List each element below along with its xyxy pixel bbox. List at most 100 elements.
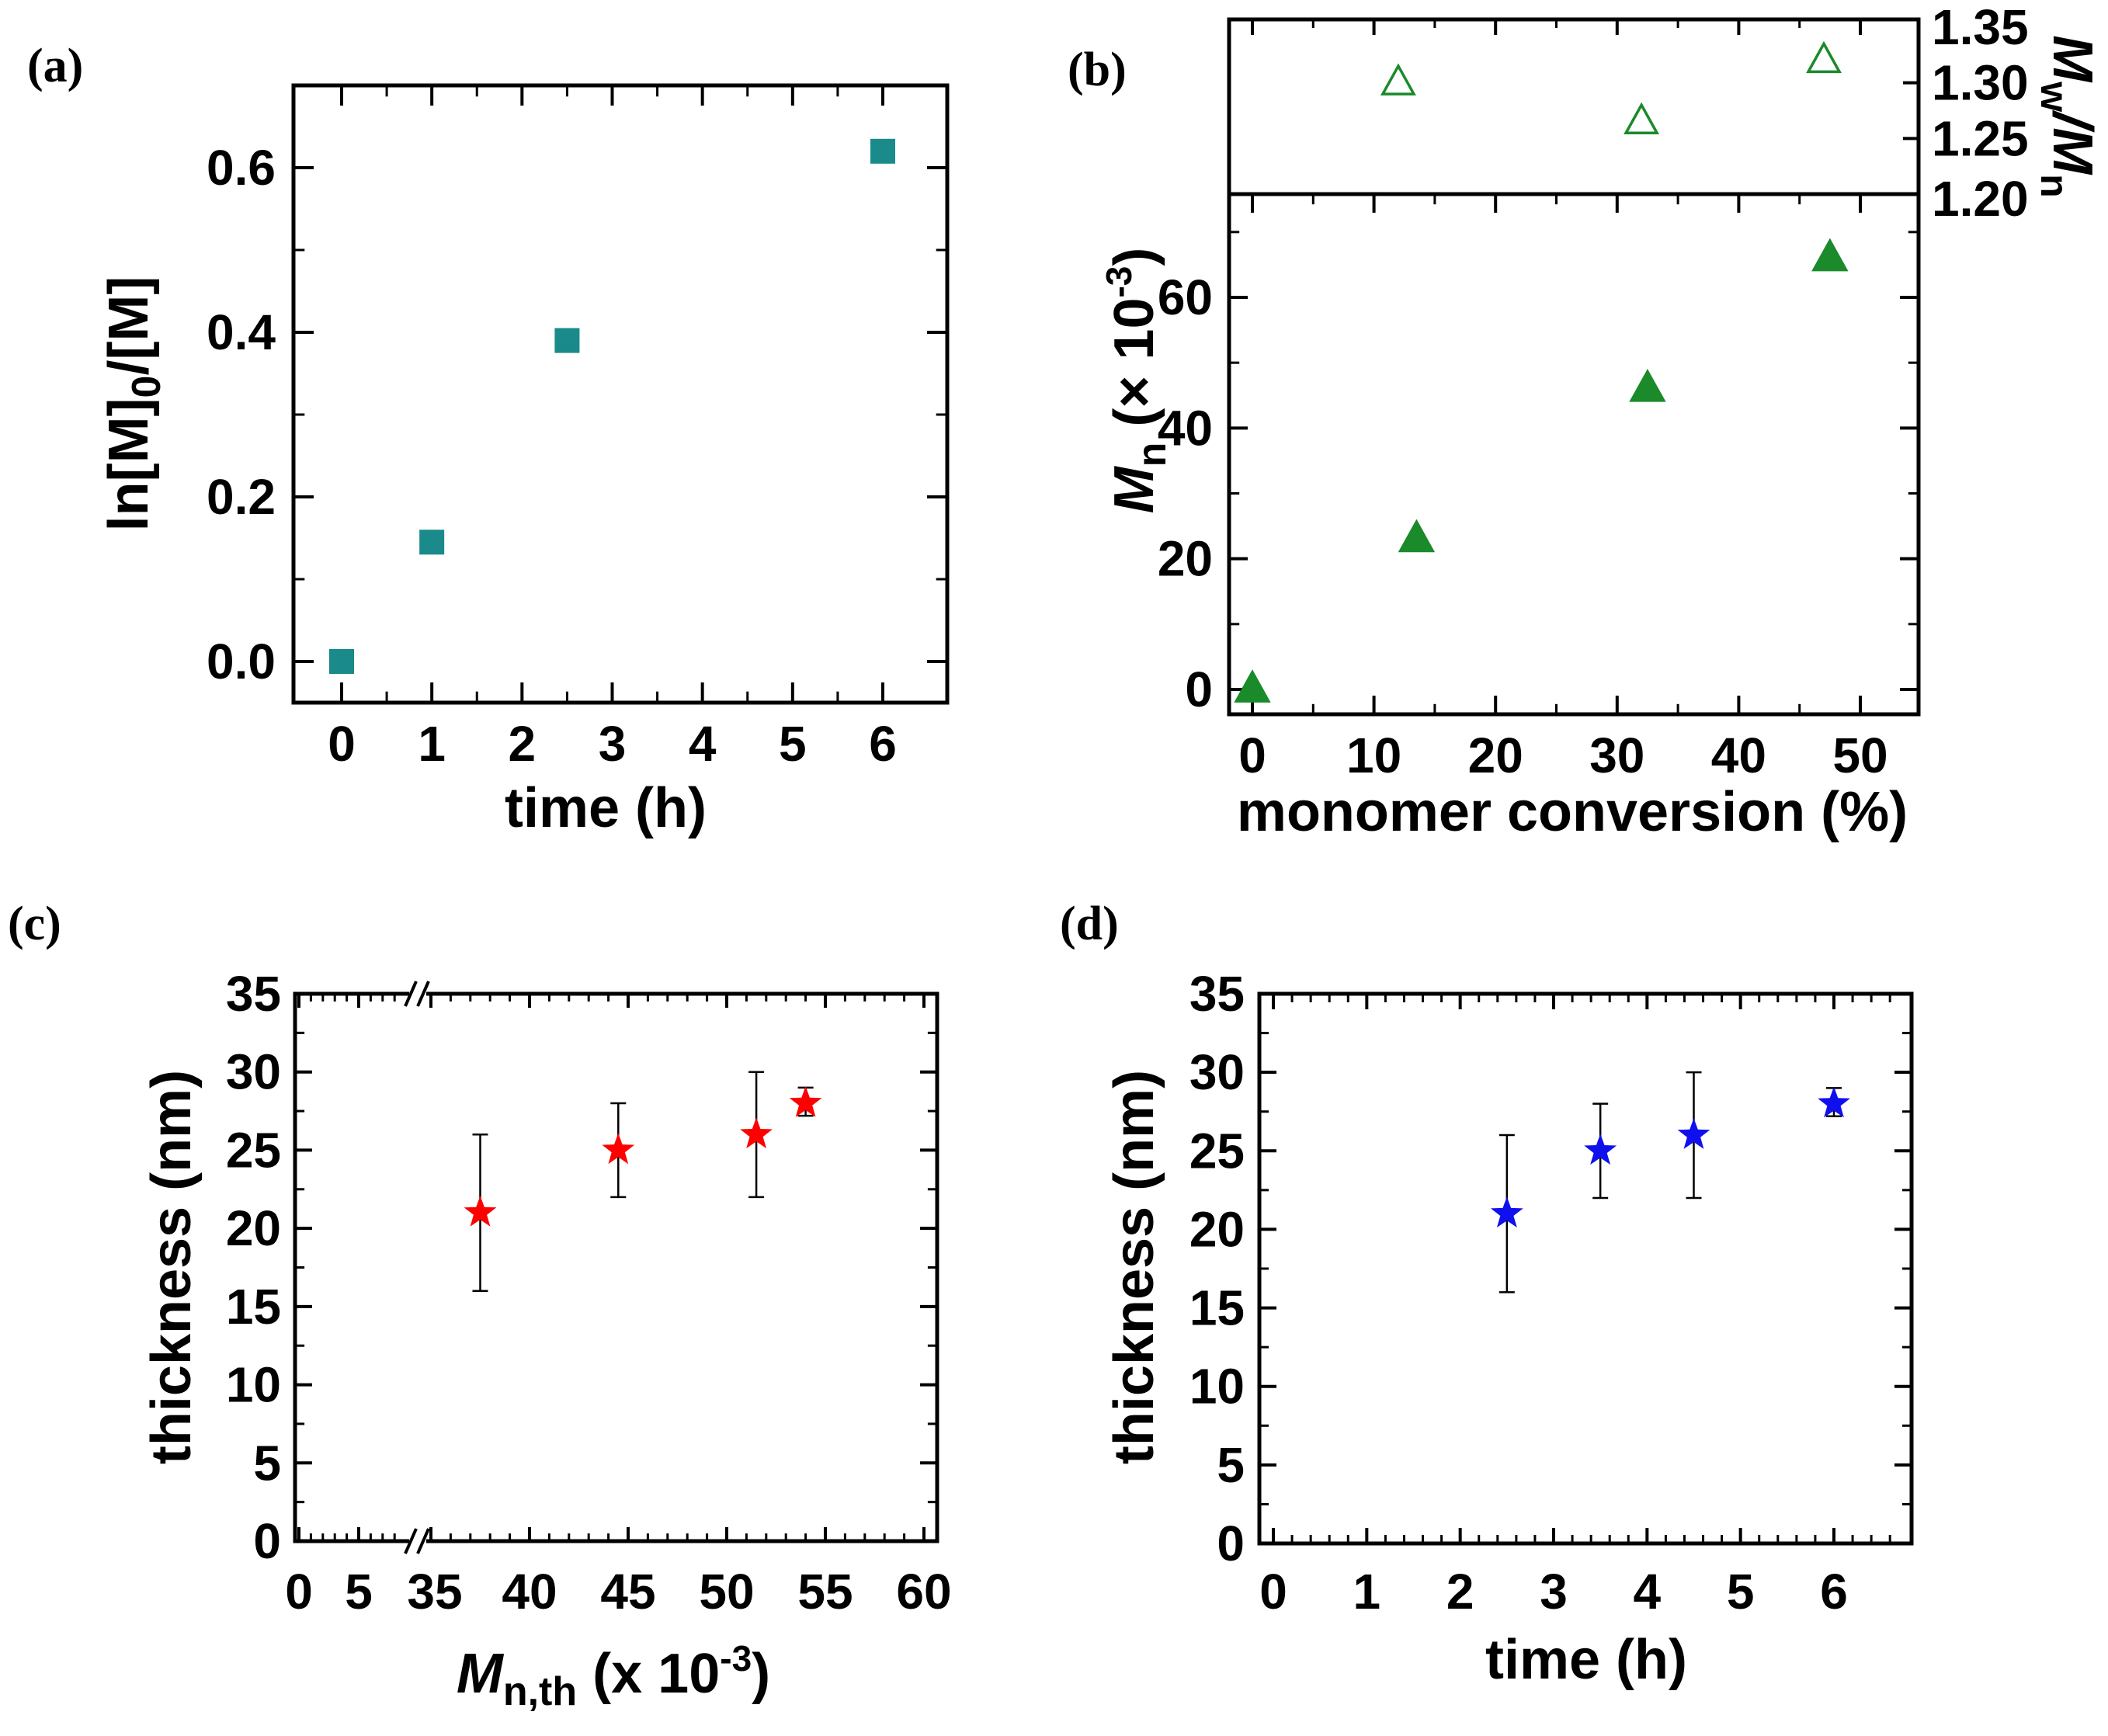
panel-a-x-axis-title: time (h) (505, 777, 707, 839)
panel-a-data-points (329, 138, 895, 674)
panel-b-label: (b) (1068, 43, 1127, 96)
panel-b-lower-frame (1227, 192, 1921, 717)
panel-c-y-tick-labels: 0 5 10 15 20 25 30 35 (226, 966, 281, 1569)
panel-b-lower-y-tick-labels: 0 20 40 60 (1158, 269, 1213, 717)
panel-a-x-tick-labels: 0 1 2 3 4 5 6 (328, 716, 897, 772)
panel-a-y-tick-labels: 0.0 0.2 0.4 0.6 (207, 140, 276, 689)
b-xtick-3: 30 (1589, 727, 1644, 783)
c-point-star (602, 1133, 635, 1165)
b-upper-point-open-triangle (1624, 102, 1660, 134)
b-lower-ylabel-sup: -3 (1099, 266, 1139, 298)
a-point-square (419, 529, 445, 555)
a-point-square (554, 328, 580, 353)
b-upper-ylabel-m: M (2041, 35, 2103, 83)
b-lower-ytick-0: 0 (1185, 661, 1213, 717)
c-xtick-1: 5 (345, 1564, 373, 1620)
c-ytick-5: 25 (226, 1122, 281, 1178)
c-xtick-6: 55 (797, 1564, 853, 1620)
b-lower-ytick-3: 60 (1158, 269, 1213, 325)
d-xtick-2: 2 (1446, 1564, 1474, 1620)
c-point-star (464, 1196, 497, 1227)
a-ytick-1: 0.2 (207, 469, 276, 525)
panel-c-x-axis-title: Mn,th (x 10-3) (457, 1638, 770, 1714)
b-xtick-2: 20 (1468, 727, 1523, 783)
c-xtick-5: 50 (699, 1564, 754, 1620)
panel-a-label: (a) (27, 40, 83, 92)
c-ytick-1: 5 (253, 1435, 281, 1491)
panel-a: (a) 0 1 2 3 4 5 6 0.0 0.2 0.4 0.6 time (… (27, 40, 950, 839)
d-ytick-1: 5 (1217, 1437, 1245, 1493)
panel-c-x-tick-labels: 0 5 35 40 45 50 55 60 (285, 1564, 951, 1620)
panel-d-y-tick-labels: 0 5 10 15 20 25 30 35 (1189, 966, 1245, 1571)
c-xlabel-m: M (457, 1643, 505, 1705)
panel-a-y-axis-title: ln[M]0/[M] (98, 276, 169, 532)
a-xtick-2: 2 (509, 716, 537, 772)
panel-d-ticks (1259, 992, 1912, 1545)
b-lower-ylabel-m: M (1103, 465, 1165, 513)
panel-c-y-axis-title: thickness (nm) (141, 1070, 203, 1464)
b-lower-ytick-1: 20 (1158, 531, 1213, 587)
b-xtick-4: 40 (1711, 727, 1766, 783)
b-lower-point-filled-triangle (1811, 238, 1849, 272)
c-xtick-2: 35 (407, 1564, 462, 1620)
c-ytick-3: 15 (226, 1279, 281, 1335)
c-point-star (740, 1117, 773, 1149)
b-lower-point-filled-triangle (1234, 669, 1271, 703)
d-point-star (1584, 1134, 1617, 1165)
panel-b-upper-y-tick-labels: 1.20 1.25 1.30 1.35 (1932, 0, 2029, 227)
b-lower-ylabel-mid: (× 10 (1103, 298, 1165, 443)
c-xlabel-sup: -3 (720, 1638, 752, 1679)
panel-b-data-points (1234, 40, 1849, 703)
c-break-slash (404, 1528, 418, 1554)
c-ytick-7: 35 (226, 966, 281, 1022)
panel-d: (d) 0 1 2 3 4 5 6 0 5 10 15 20 25 30 35 … (1060, 898, 1914, 1691)
b-lower-ylabel-sub: n (1130, 443, 1175, 467)
d-ytick-2: 10 (1189, 1359, 1245, 1415)
a-xtick-6: 6 (869, 716, 897, 772)
c-xlabel-end: ) (752, 1643, 770, 1705)
panel-c-ticks (295, 992, 937, 1543)
panel-c-data-points (464, 1071, 822, 1292)
panel-d-x-axis-title: time (h) (1485, 1629, 1687, 1691)
panel-b-ticks (1229, 19, 1919, 714)
b-upper-ytick-2: 1.30 (1932, 55, 2029, 111)
d-ytick-0: 0 (1217, 1516, 1245, 1571)
b-lower-point-filled-triangle (1398, 519, 1436, 553)
a-xtick-3: 3 (599, 716, 627, 772)
c-xtick-0: 0 (285, 1564, 313, 1620)
d-xtick-1: 1 (1353, 1564, 1381, 1620)
d-point-star (1818, 1086, 1850, 1118)
c-break-slash (416, 981, 430, 1007)
a-ylabel-part-0: ln[M] (98, 398, 160, 531)
c-break-slash (404, 981, 418, 1007)
b-lower-ytick-2: 40 (1158, 400, 1213, 456)
a-xtick-4: 4 (689, 716, 717, 772)
c-xtick-4: 45 (600, 1564, 655, 1620)
c-xtick-7: 60 (896, 1564, 951, 1620)
d-ytick-4: 20 (1189, 1201, 1245, 1257)
d-xtick-4: 4 (1634, 1564, 1662, 1620)
panel-b-x-tick-labels: 0 10 20 30 40 50 (1238, 727, 1887, 783)
b-upper-point-open-triangle (1806, 40, 1842, 74)
panel-c-axis-break (404, 981, 430, 1554)
c-xlabel-mid: (x 10 (577, 1643, 720, 1705)
b-upper-ylabel-mid: /M (2041, 109, 2103, 175)
b-upper-ytick-1: 1.25 (1932, 110, 2029, 166)
c-ytick-4: 20 (226, 1200, 281, 1256)
d-xtick-0: 0 (1259, 1564, 1287, 1620)
c-break-slash (416, 1528, 430, 1554)
a-ylabel-sub: 0 (124, 376, 169, 398)
d-ytick-5: 25 (1189, 1123, 1245, 1179)
panel-c: (c) 0 5 35 40 45 50 55 60 0 5 10 15 20 2… (8, 898, 952, 1714)
panel-d-y-axis-title: thickness (nm) (1103, 1070, 1165, 1464)
d-point-star (1490, 1196, 1523, 1227)
b-xtick-5: 50 (1832, 727, 1887, 783)
c-ytick-2: 10 (226, 1357, 281, 1413)
c-xtick-3: 40 (502, 1564, 557, 1620)
a-xtick-5: 5 (779, 716, 807, 772)
a-xtick-0: 0 (328, 716, 356, 772)
b-upper-ylabel-w: w (2033, 81, 2076, 112)
d-ytick-7: 35 (1189, 966, 1245, 1022)
b-xtick-0: 0 (1238, 727, 1266, 783)
